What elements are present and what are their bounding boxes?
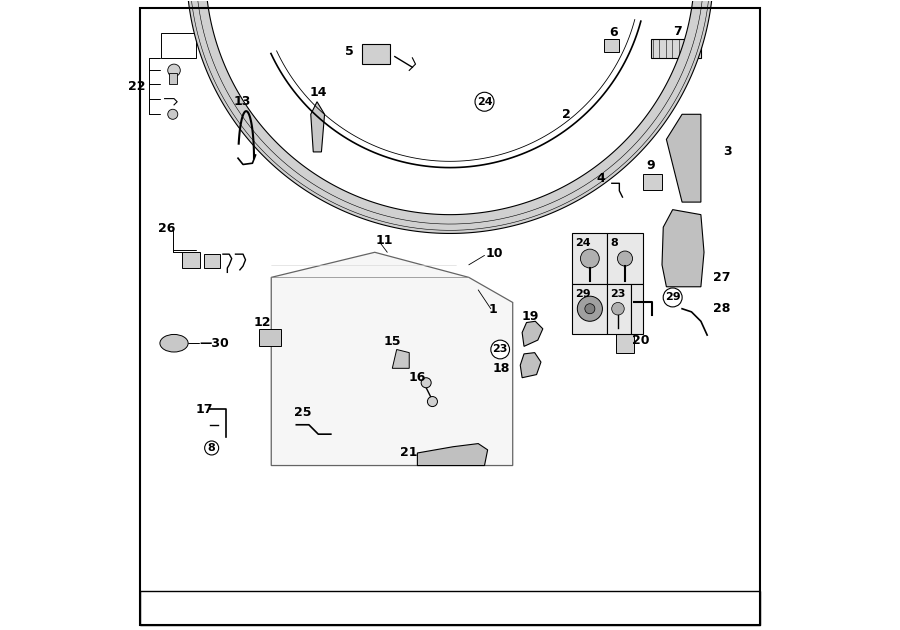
Text: 11: 11: [375, 234, 393, 248]
Text: 16: 16: [409, 371, 426, 384]
Text: 13: 13: [233, 95, 250, 108]
Bar: [169, 73, 176, 84]
Polygon shape: [187, 0, 713, 234]
Bar: [140, 591, 760, 626]
Text: FOLDING TOP MOUNTING PARTS: FOLDING TOP MOUNTING PARTS: [324, 601, 576, 615]
Circle shape: [167, 64, 180, 77]
Polygon shape: [662, 210, 704, 287]
Text: 8: 8: [208, 443, 215, 453]
Bar: [182, 252, 201, 268]
Text: 10: 10: [485, 247, 503, 260]
Ellipse shape: [160, 335, 188, 352]
Text: 12: 12: [253, 316, 271, 329]
Circle shape: [612, 302, 625, 315]
Text: 27: 27: [714, 271, 731, 284]
Text: 8: 8: [610, 239, 618, 248]
Bar: [258, 329, 281, 346]
Text: 20: 20: [632, 334, 650, 347]
Polygon shape: [271, 252, 513, 466]
Circle shape: [580, 249, 599, 268]
Polygon shape: [392, 350, 410, 369]
Text: 5: 5: [346, 45, 354, 58]
Circle shape: [585, 304, 595, 314]
Bar: [616, 329, 634, 353]
Circle shape: [577, 296, 602, 321]
Circle shape: [617, 251, 633, 266]
Text: 6: 6: [608, 26, 617, 39]
Text: 3: 3: [723, 146, 732, 158]
Text: 9: 9: [646, 159, 655, 172]
Bar: [604, 39, 619, 52]
Text: 23: 23: [610, 289, 626, 299]
Bar: [204, 254, 220, 268]
Text: 24: 24: [575, 239, 591, 248]
Text: 28: 28: [714, 302, 731, 315]
Circle shape: [428, 396, 437, 406]
Text: 4: 4: [597, 172, 606, 185]
Bar: [608, 284, 631, 334]
Polygon shape: [666, 114, 701, 202]
Bar: [161, 33, 196, 58]
Text: —30: —30: [199, 336, 229, 350]
Text: 18: 18: [492, 362, 509, 375]
Text: 25: 25: [294, 406, 311, 419]
Polygon shape: [310, 101, 325, 152]
Text: 17: 17: [195, 403, 213, 416]
Polygon shape: [522, 321, 543, 347]
Text: 24: 24: [477, 97, 492, 106]
Circle shape: [167, 109, 178, 119]
Text: 1: 1: [489, 304, 497, 316]
Text: 2: 2: [562, 108, 571, 121]
Text: 14: 14: [310, 86, 327, 99]
Bar: [608, 234, 643, 284]
Text: 29: 29: [665, 292, 680, 302]
Text: 15: 15: [383, 335, 401, 348]
Circle shape: [421, 378, 431, 387]
Polygon shape: [520, 353, 541, 378]
Bar: [651, 39, 701, 58]
Bar: [644, 174, 662, 190]
Bar: [572, 284, 608, 334]
Text: 19: 19: [522, 310, 539, 323]
Polygon shape: [418, 444, 488, 466]
Bar: [631, 284, 644, 334]
Bar: [362, 44, 391, 64]
Text: 29: 29: [575, 289, 591, 299]
Text: 23: 23: [492, 345, 508, 355]
Text: 21: 21: [400, 447, 418, 459]
Text: 26: 26: [158, 222, 176, 235]
Text: 7: 7: [672, 25, 681, 38]
Text: 22: 22: [128, 79, 145, 93]
Bar: [572, 234, 608, 284]
